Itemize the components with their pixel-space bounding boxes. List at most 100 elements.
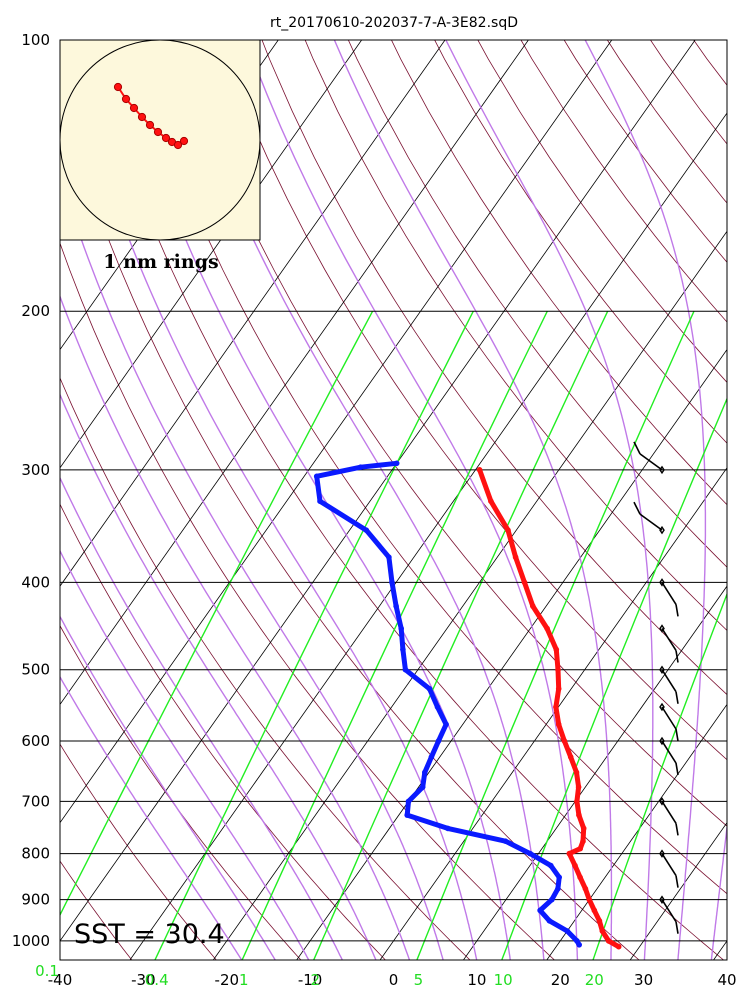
hodograph-ring-label: 1 nm rings — [103, 251, 218, 273]
dewpoint-point — [400, 646, 406, 653]
pressure-tick-label: 200 — [21, 302, 50, 320]
dewpoint-point — [502, 838, 509, 844]
dewpoint-point — [419, 784, 426, 790]
dewpoint-point — [555, 885, 561, 892]
sst-label: SST = 30.4 — [74, 919, 225, 950]
dewpoint-point — [393, 460, 400, 467]
temperature-point — [577, 874, 583, 881]
temperature-point — [575, 784, 582, 790]
plot-frame — [59, 39, 728, 961]
temperature-point — [573, 769, 580, 776]
pressure-tick-label: 700 — [21, 792, 50, 810]
wind-barb — [633, 501, 665, 535]
dewpoint-point — [404, 812, 411, 818]
dewpoint-point — [405, 798, 412, 805]
temperature-point — [544, 625, 550, 632]
dry-adiabat-line — [60, 503, 386, 960]
temperature-point — [553, 646, 560, 653]
hodograph-ring — [59, 39, 261, 241]
temperature-point — [476, 467, 483, 473]
dewpoint-point — [402, 666, 409, 673]
temperature-tick-label: -10 — [298, 971, 323, 989]
dewpoint-point — [548, 862, 554, 869]
temperature-point — [512, 554, 519, 560]
hodograph-point — [153, 127, 163, 137]
temperature-point — [566, 850, 573, 857]
temperature-point — [582, 885, 589, 892]
wind-barb — [633, 441, 665, 475]
dewpoint-point — [393, 603, 399, 609]
pressure-tick-label: 600 — [21, 732, 50, 750]
temperature-point — [596, 918, 603, 924]
dry-adiabat-line — [347, 40, 727, 568]
temperature-tick-label: 10 — [467, 971, 486, 989]
pressure-tick-label: 400 — [21, 573, 50, 591]
dewpoint-point — [386, 554, 392, 560]
dewpoint-point — [549, 896, 555, 903]
dewpoint-point — [443, 721, 449, 728]
mixing-ratio-line — [592, 592, 727, 960]
temperature-point — [567, 754, 574, 760]
pressure-tick-label: 1000 — [12, 932, 50, 950]
dewpoint-point — [313, 473, 320, 480]
dewpoint-point — [363, 527, 370, 533]
temperature-point — [555, 666, 561, 673]
dry-adiabat-line — [304, 40, 727, 631]
temperature-point — [505, 527, 511, 533]
temperature-tick-label: -30 — [131, 971, 156, 989]
hodograph-point — [113, 82, 123, 92]
dry-adiabat-line — [60, 91, 640, 960]
wind-barb — [659, 578, 679, 617]
temperature-point — [615, 943, 622, 950]
hodograph-frame — [59, 39, 261, 241]
temperature-axis: -40 -30 -20 -10 0 10 20 30 40 — [48, 971, 737, 989]
temperature-point — [577, 845, 583, 852]
mixing-ratio-line — [312, 310, 609, 960]
temperature-point — [586, 896, 593, 903]
isotherm-line — [296, 348, 727, 960]
temperature-point — [553, 704, 559, 710]
temperature-point — [599, 928, 606, 934]
isotherm-line — [60, 40, 613, 824]
wind-barb — [659, 849, 679, 888]
temperature-tick-label: 30 — [634, 971, 653, 989]
wind-barbs — [633, 441, 679, 934]
pressure-tick-label: 100 — [21, 31, 50, 49]
dewpoint-point — [317, 498, 323, 505]
dewpoint-point — [389, 579, 395, 586]
hodograph-inset — [59, 39, 261, 241]
temperature-point — [555, 686, 562, 692]
dewpoint-point — [564, 928, 570, 934]
wind-barb — [659, 736, 679, 776]
dewpoint-point — [537, 907, 543, 914]
isotherm-line — [212, 230, 727, 960]
dewpoint-point — [357, 464, 364, 471]
hodograph-point — [129, 103, 139, 113]
dewpoint-point — [428, 754, 435, 760]
temperature-point — [574, 798, 580, 805]
temperature-point — [488, 498, 494, 505]
temperature-tick-label: 0 — [389, 971, 399, 989]
pressure-tick-label: 300 — [21, 461, 50, 479]
dewpoint-point — [527, 850, 533, 857]
mixing-ratio-label: 0.4 — [145, 971, 169, 989]
dewpoint-point — [422, 769, 428, 776]
dewpoint-point — [435, 738, 442, 744]
isotherm-line — [60, 40, 446, 587]
mixing-ratio-line — [501, 396, 727, 960]
dewpoint-point — [556, 874, 562, 881]
hodograph-point — [161, 133, 171, 143]
temperature-point — [530, 603, 536, 609]
wind-barb — [659, 665, 679, 704]
temperature-point — [561, 738, 568, 744]
dry-adiabat-line — [60, 376, 471, 960]
wind-barb — [659, 702, 679, 742]
mixing-ratio-axis: 0.1 0.4 1 2 5 10 20 — [35, 962, 604, 989]
mixing-ratio-line — [241, 310, 548, 960]
hodograph-point — [173, 140, 183, 150]
temperature-point — [580, 838, 586, 844]
temperature-point — [521, 579, 528, 586]
pressure-axis: 100 200 300 400 500 600 700 800 900 1000 — [12, 31, 50, 950]
temperature-tick-label: -40 — [48, 971, 73, 989]
temperature-tick-label: -20 — [215, 971, 240, 989]
